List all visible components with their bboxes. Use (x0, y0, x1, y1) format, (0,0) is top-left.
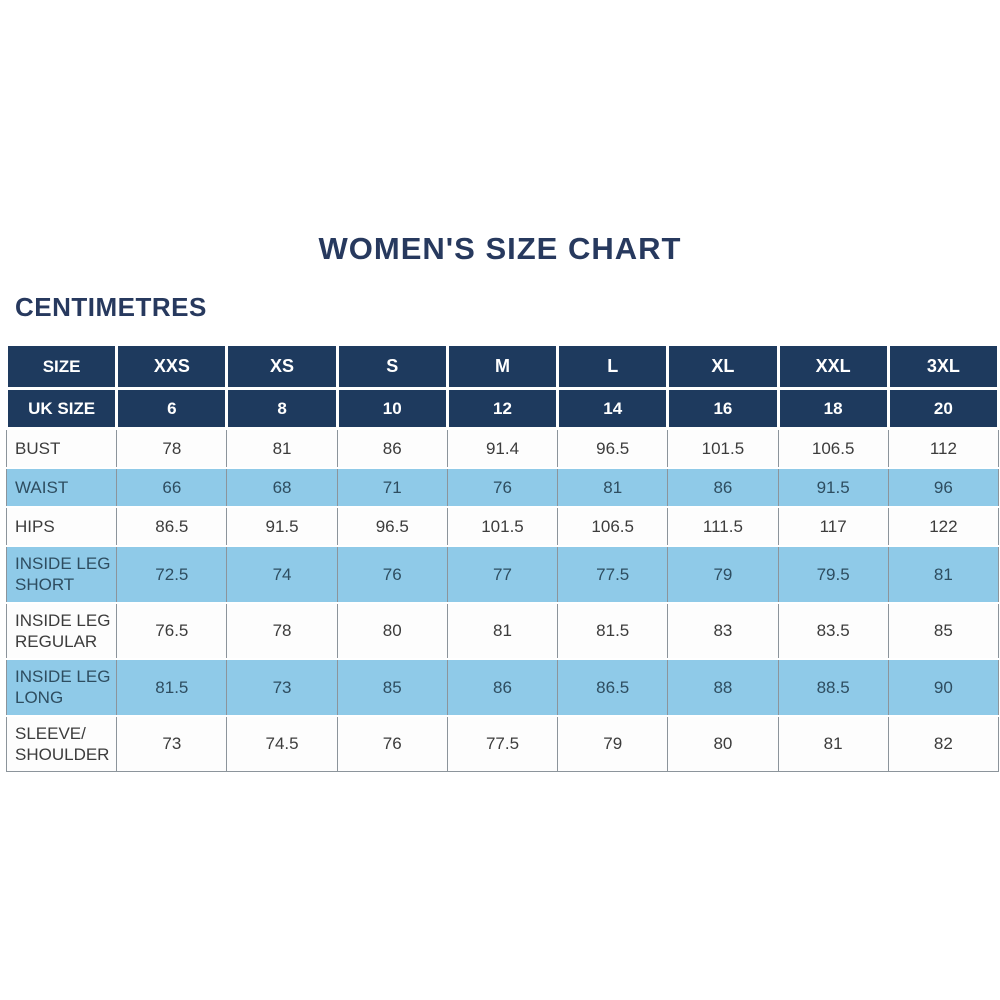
uk-size-cell: 6 (115, 387, 229, 430)
value-cell: 90 (887, 658, 1000, 717)
value-cell: 76 (336, 545, 448, 604)
uk-size-cell: 18 (776, 387, 890, 430)
value-cell: 86 (446, 658, 559, 717)
table-row: SLEEVE/ SHOULDER 73 74.5 76 77.5 79 80 81 82 (5, 715, 1000, 772)
table-row: WAIST 66 68 71 76 81 86 91.5 96 (5, 467, 1000, 508)
value-cell: 86.5 (557, 658, 669, 717)
value-cell: 81 (557, 467, 669, 508)
value-cell: 82 (887, 715, 1000, 772)
uk-size-header-label: UK SIZE (4, 387, 119, 430)
value-cell: 79.5 (777, 545, 889, 604)
value-cell: 85 (887, 602, 1000, 660)
uk-size-header-row: UK SIZE 6 8 10 12 14 16 18 20 (4, 387, 1000, 430)
value-cell: 81 (887, 545, 1000, 604)
table-row: INSIDE LEG SHORT 72.5 74 76 77 77.5 79 79.5 81 (5, 545, 1000, 604)
value-cell: 78 (116, 428, 228, 469)
value-cell: 112 (887, 428, 1000, 469)
value-cell: 106.5 (557, 506, 669, 547)
value-cell: 83 (667, 602, 779, 660)
table-row: BUST 78 81 86 91.4 96.5 101.5 106.5 112 (5, 428, 1000, 469)
value-cell: 86.5 (116, 506, 228, 547)
value-cell: 122 (887, 506, 1000, 547)
value-cell: 96 (887, 467, 1000, 508)
value-cell: 88 (667, 658, 779, 717)
size-column-header: L (556, 343, 670, 390)
value-cell: 96.5 (336, 506, 448, 547)
uk-size-cell: 14 (556, 387, 670, 430)
row-label-cell: INSIDE LEG SHORT (5, 545, 118, 604)
value-cell: 80 (667, 715, 779, 772)
size-column-header: XXS (115, 343, 229, 390)
value-cell: 101.5 (667, 428, 779, 469)
value-cell: 83.5 (777, 602, 889, 660)
size-header-label: SIZE (4, 343, 119, 390)
value-cell: 86 (667, 467, 779, 508)
table-header: SIZE XXS XS S M L XL XXL 3XL UK SIZE 6 8 10 12 14 16 18 2… (4, 343, 1000, 430)
value-cell: 81 (777, 715, 889, 772)
size-column-header: XXL (776, 343, 890, 390)
row-label-cell: SLEEVE/ SHOULDER (5, 715, 118, 772)
size-header-row: SIZE XXS XS S M L XL XXL 3XL (4, 343, 1000, 390)
size-chart-table: SIZE XXS XS S M L XL XXL 3XL UK SIZE 6 8 10 12 14 16 18 2… (4, 343, 1000, 772)
size-column-header: 3XL (886, 343, 1000, 390)
value-cell: 81.5 (116, 658, 228, 717)
value-cell: 81.5 (557, 602, 669, 660)
size-column-header: S (335, 343, 449, 390)
value-cell: 77.5 (446, 715, 559, 772)
row-label-cell: HIPS (5, 506, 118, 547)
value-cell: 74.5 (226, 715, 338, 772)
value-cell: 117 (777, 506, 889, 547)
value-cell: 72.5 (116, 545, 228, 604)
value-cell: 71 (336, 467, 448, 508)
value-cell: 79 (667, 545, 779, 604)
size-column-header: XL (666, 343, 780, 390)
uk-size-cell: 16 (666, 387, 780, 430)
value-cell: 76.5 (116, 602, 228, 660)
uk-size-cell: 8 (225, 387, 339, 430)
table-row: INSIDE LEG REGULAR 76.5 78 80 81 81.5 83 83.5 85 (5, 602, 1000, 660)
value-cell: 91.4 (446, 428, 559, 469)
uk-size-cell: 20 (886, 387, 1000, 430)
value-cell: 78 (226, 602, 338, 660)
value-cell: 76 (336, 715, 448, 772)
row-label-cell: INSIDE LEG LONG (5, 658, 118, 717)
value-cell: 111.5 (667, 506, 779, 547)
value-cell: 91.5 (777, 467, 889, 508)
uk-size-cell: 10 (335, 387, 449, 430)
row-label-cell: BUST (5, 428, 118, 469)
table-body: BUST 78 81 86 91.4 96.5 101.5 106.5 112 WAIST 66 68… (5, 428, 1000, 772)
value-cell: 73 (116, 715, 228, 772)
value-cell: 80 (336, 602, 448, 660)
row-label-cell: WAIST (5, 467, 118, 508)
table-row: INSIDE LEG LONG 81.5 73 85 86 86.5 88 88.5 90 (5, 658, 1000, 717)
value-cell: 85 (336, 658, 448, 717)
units-label: CENTIMETRES (15, 292, 207, 322)
value-cell: 96.5 (557, 428, 669, 469)
value-cell: 88.5 (777, 658, 889, 717)
row-label-cell: INSIDE LEG REGULAR (5, 602, 118, 660)
value-cell: 86 (336, 428, 448, 469)
value-cell: 91.5 (226, 506, 338, 547)
size-column-header: XS (225, 343, 339, 390)
value-cell: 76 (446, 467, 559, 508)
value-cell: 77 (446, 545, 559, 604)
value-cell: 77.5 (557, 545, 669, 604)
value-cell: 68 (226, 467, 338, 508)
value-cell: 73 (226, 658, 338, 717)
value-cell: 81 (226, 428, 338, 469)
page-title: WOMEN'S SIZE CHART (318, 231, 682, 266)
uk-size-cell: 12 (445, 387, 560, 430)
value-cell: 106.5 (777, 428, 889, 469)
value-cell: 81 (446, 602, 559, 660)
table-row: HIPS 86.5 91.5 96.5 101.5 106.5 111.5 117 122 (5, 506, 1000, 547)
size-column-header: M (445, 343, 560, 390)
value-cell: 101.5 (446, 506, 559, 547)
value-cell: 66 (116, 467, 228, 508)
value-cell: 74 (226, 545, 338, 604)
value-cell: 79 (557, 715, 669, 772)
